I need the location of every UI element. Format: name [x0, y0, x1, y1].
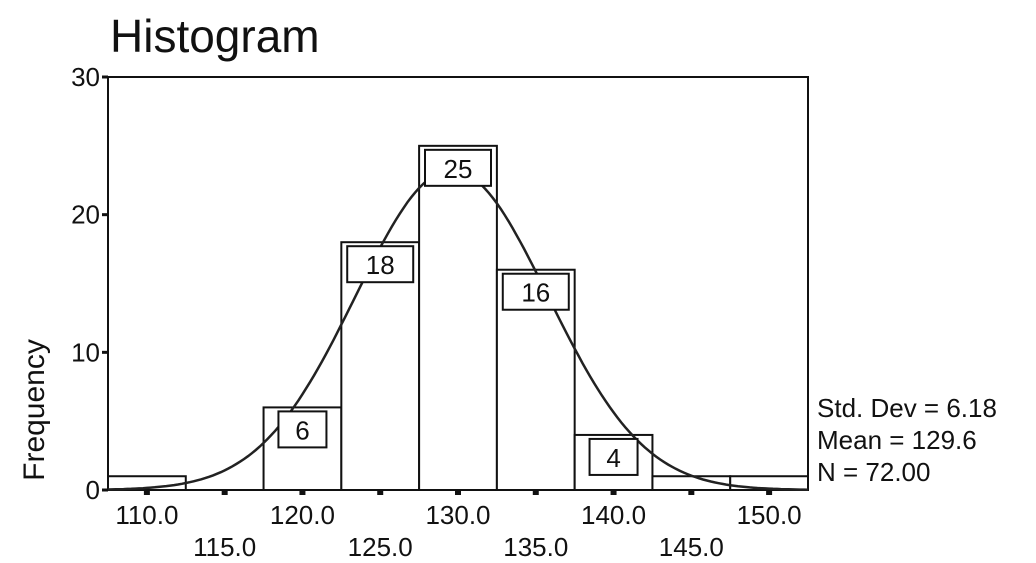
bar-label-box [424, 148, 492, 187]
y-axis: 0 10 20 30 [71, 62, 108, 505]
y-tick-label: 30 [71, 62, 100, 92]
bar-value-label: 6 [295, 415, 309, 445]
x-tick-label: 145.0 [659, 532, 724, 562]
bar-labels-group: 6 18 25 16 4 [277, 148, 639, 476]
x-tick-label: 130.0 [425, 500, 490, 530]
x-tick-label: 150.0 [737, 500, 802, 530]
bar-label-box [346, 245, 415, 284]
x-axis: 110.0 120.0 130.0 140.0 150.0 115.0 125.0 135.0… [115, 491, 802, 562]
bar-value-label: 18 [366, 250, 395, 280]
bar-label-box [277, 410, 328, 449]
stat-n: N = 72.00 [817, 457, 930, 487]
stat-std-dev: Std. Dev = 6.18 [817, 393, 997, 423]
x-tick-label: 115.0 [193, 532, 256, 562]
x-tick-label: 135.0 [503, 532, 568, 562]
y-tick-label: 0 [86, 475, 100, 505]
y-tick-label: 10 [71, 337, 100, 367]
y-tick-label: 20 [71, 200, 100, 230]
histogram-bar [340, 241, 421, 491]
x-tick-label: 140.0 [581, 500, 646, 530]
bar-value-label: 4 [606, 443, 620, 473]
histogram-bar [418, 144, 498, 491]
x-tick-label: 120.0 [270, 500, 335, 530]
bar-label-box [588, 437, 639, 476]
bar-value-label: 16 [521, 278, 550, 308]
bars-group [107, 144, 810, 492]
y-axis-label: Frequency [18, 339, 51, 481]
bar-value-label: 25 [444, 154, 473, 184]
chart-title: Histogram [110, 10, 320, 62]
bar-label-box [501, 272, 570, 311]
x-tick-label: 125.0 [348, 532, 413, 562]
stat-mean: Mean = 129.6 [817, 425, 977, 455]
x-tick-label: 110.0 [115, 500, 178, 530]
